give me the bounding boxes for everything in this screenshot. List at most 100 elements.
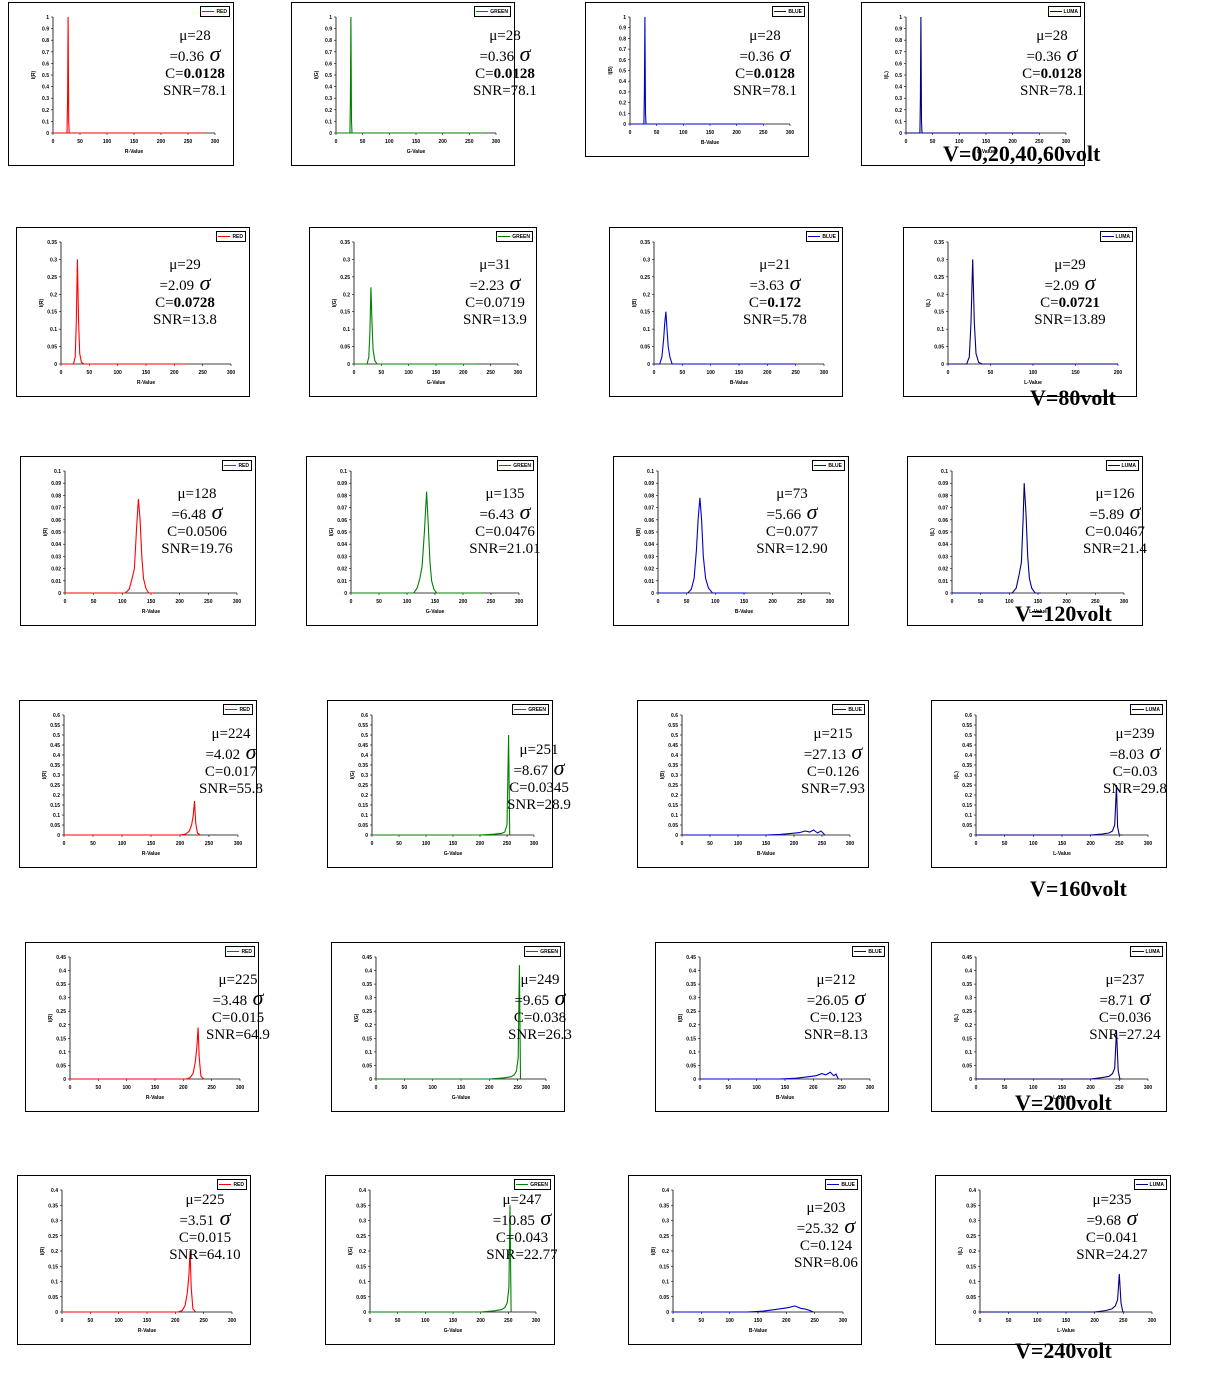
y-tick-label: 0 bbox=[329, 131, 332, 137]
x-tick-label: 50 bbox=[699, 1318, 705, 1324]
series-line-blue bbox=[700, 1071, 839, 1080]
x-tick-label: 100 bbox=[734, 841, 743, 847]
legend: LUMA bbox=[1129, 946, 1163, 957]
y-tick-label: 0.03 bbox=[938, 554, 948, 560]
y-tick-label: 0.45 bbox=[686, 955, 696, 961]
y-tick-label: 0.05 bbox=[56, 1063, 66, 1069]
y-tick-label: 0.25 bbox=[48, 1234, 58, 1240]
contrast-value: C=0.0128 bbox=[735, 66, 795, 82]
mean-value: μ=28 bbox=[749, 28, 781, 44]
x-axis-label: R-Value bbox=[142, 609, 161, 615]
legend: BLUE bbox=[812, 460, 845, 471]
y-axis-label: I(B) bbox=[608, 66, 614, 75]
snr-value: SNR=64.9 bbox=[206, 1027, 270, 1043]
y-tick-label: 0.1 bbox=[325, 119, 332, 125]
legend-label: RED bbox=[232, 233, 243, 240]
legend-swatch bbox=[526, 951, 539, 952]
legend-swatch bbox=[814, 465, 827, 466]
y-tick-label: 0.25 bbox=[686, 1009, 696, 1015]
x-tick-label: 0 bbox=[61, 1318, 64, 1324]
legend-swatch bbox=[854, 951, 867, 952]
legend: BLUE bbox=[806, 231, 839, 242]
voltage-label: V=80volt bbox=[1030, 385, 1116, 410]
y-tick-label: 0.3 bbox=[343, 257, 350, 263]
y-tick-label: 0.05 bbox=[962, 1063, 972, 1069]
x-tick-label: 250 bbox=[791, 370, 800, 376]
chart-green-5: 0 0.05 0.1 0.15 0.2 0.25 0.3 0.35 0.4 0.45 0 50 100 1… bbox=[331, 942, 565, 1112]
x-tick-label: 300 bbox=[234, 841, 243, 847]
legend-label: BLUE bbox=[828, 462, 842, 469]
x-axis-label: L-Value bbox=[1053, 851, 1071, 857]
sigma-symbol: σ bbox=[1121, 1205, 1138, 1230]
chart-green-1: 0 0.1 0.2 0.3 0.4 0.5 0.6 0.7 0.8 0.9 1 0 50 100 150 20… bbox=[291, 2, 515, 166]
x-tick-label: 250 bbox=[837, 1085, 846, 1091]
y-tick-label: 0.45 bbox=[962, 743, 972, 749]
x-tick-label: 0 bbox=[69, 1085, 72, 1091]
chart-luma-3: 0 0.01 0.02 0.03 0.04 0.05 0.06 0.07 0.08 0.09 0.1… bbox=[907, 456, 1143, 626]
series-line-green bbox=[354, 287, 477, 365]
y-tick-label: 0.1 bbox=[937, 327, 944, 333]
chart-red-1: 0 0.1 0.2 0.3 0.4 0.5 0.6 0.7 0.8 0.9 1 0 50 100 150 20… bbox=[8, 2, 234, 166]
x-tick-label: 250 bbox=[810, 1318, 819, 1324]
y-tick-label: 0.2 bbox=[895, 108, 902, 114]
x-tick-label: 300 bbox=[826, 599, 835, 605]
x-tick-label: 50 bbox=[90, 841, 96, 847]
snr-value: SNR=21.01 bbox=[469, 541, 541, 557]
y-tick-label: 0.7 bbox=[895, 50, 902, 56]
legend: RED bbox=[223, 704, 253, 715]
y-tick-label: 0.3 bbox=[325, 96, 332, 102]
sigma-symbol: σ bbox=[548, 755, 565, 780]
x-tick-label: 150 bbox=[1034, 599, 1043, 605]
x-axis-label: B-Value bbox=[776, 1095, 795, 1101]
y-tick-label: 0.8 bbox=[895, 38, 902, 44]
series-line-blue bbox=[654, 311, 796, 365]
x-tick-label: 100 bbox=[385, 139, 394, 145]
chart-luma-1: 0 0.1 0.2 0.3 0.4 0.5 0.6 0.7 0.8 0.9 1 0 50 100 150 20… bbox=[861, 2, 1085, 166]
sigma-value: =0.36 σ bbox=[169, 41, 221, 66]
sigma-value: =27.13 σ bbox=[803, 739, 863, 764]
histogram-plot: 0 0.01 0.02 0.03 0.04 0.05 0.06 0.07 0.08 0.09 0.1… bbox=[930, 469, 1128, 615]
contrast-value: C=0.015 bbox=[178, 1230, 232, 1246]
stats-block: μ=235 =9.68 σ C=0.041 SNR=24.27 bbox=[1067, 1192, 1157, 1264]
y-tick-label: 0.2 bbox=[671, 793, 678, 799]
sigma-symbol: σ bbox=[774, 41, 791, 66]
y-tick-label: 0.4 bbox=[895, 85, 902, 91]
series-line-red bbox=[61, 259, 186, 365]
voltage-label: V=120volt bbox=[1015, 601, 1112, 626]
y-tick-label: 0.2 bbox=[59, 1023, 66, 1029]
x-axis-label: B-Value bbox=[730, 380, 749, 386]
y-tick-label: 0.35 bbox=[962, 763, 972, 769]
series-line-green bbox=[372, 734, 511, 836]
y-tick-label: 0.4 bbox=[59, 969, 66, 975]
x-tick-label: 100 bbox=[706, 370, 715, 376]
legend: RED bbox=[217, 1179, 247, 1190]
y-tick-label: 0.01 bbox=[337, 579, 347, 585]
x-axis-label: G-Value bbox=[427, 380, 446, 386]
x-tick-label: 300 bbox=[1144, 1085, 1153, 1091]
x-tick-label: 200 bbox=[1086, 841, 1095, 847]
sigma-value: =8.03 σ bbox=[1109, 739, 1161, 764]
chart-luma-5: 0 0.05 0.1 0.15 0.2 0.25 0.3 0.35 0.4 0.45 0 50 100 1… bbox=[931, 942, 1167, 1112]
y-tick-label: 0 bbox=[347, 362, 350, 368]
y-tick-label: 0.01 bbox=[644, 579, 654, 585]
sigma-value: =0.36 σ bbox=[479, 41, 531, 66]
sigma-value: =9.68 σ bbox=[1086, 1205, 1138, 1230]
y-tick-label: 0.45 bbox=[962, 955, 972, 961]
y-tick-label: 0.6 bbox=[671, 713, 678, 719]
x-tick-label: 300 bbox=[1144, 841, 1153, 847]
x-tick-label: 100 bbox=[118, 841, 127, 847]
contrast-value: C=0.077 bbox=[765, 524, 819, 540]
x-tick-label: 50 bbox=[978, 599, 984, 605]
x-tick-label: 150 bbox=[1062, 1318, 1071, 1324]
y-tick-label: 0.5 bbox=[965, 733, 972, 739]
x-tick-label: 150 bbox=[457, 1085, 466, 1091]
x-tick-label: 300 bbox=[236, 1085, 245, 1091]
x-tick-label: 100 bbox=[403, 599, 412, 605]
stats-block: μ=29 =2.09 σ C=0.0721 SNR=13.89 bbox=[1025, 257, 1115, 329]
y-tick-label: 0.1 bbox=[42, 119, 49, 125]
y-tick-label: 0.05 bbox=[362, 1063, 372, 1069]
y-tick-label: 0.01 bbox=[51, 579, 61, 585]
y-tick-label: 0.1 bbox=[340, 469, 347, 475]
y-tick-label: 0.2 bbox=[662, 1249, 669, 1255]
snr-value: SNR=26.3 bbox=[508, 1027, 572, 1043]
